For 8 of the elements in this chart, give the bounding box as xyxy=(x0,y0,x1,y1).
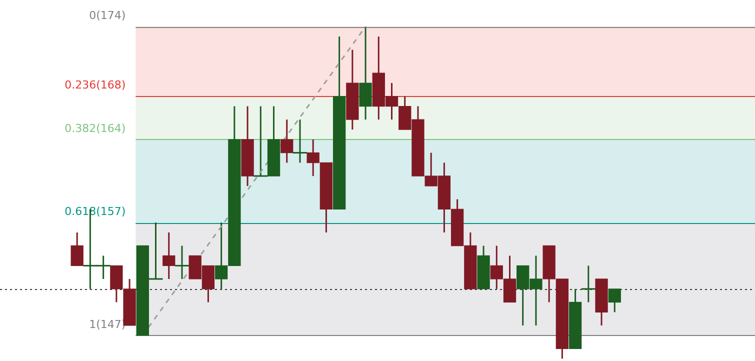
annotation: 0.382(164) xyxy=(64,122,126,135)
candlestick xyxy=(280,118,294,164)
text: 0(174) xyxy=(89,8,126,22)
annotation: 0.236(168) xyxy=(64,78,126,92)
candlestick xyxy=(70,232,84,266)
candlestick xyxy=(608,288,621,313)
candlestick xyxy=(359,26,372,120)
candlestick xyxy=(162,232,176,280)
